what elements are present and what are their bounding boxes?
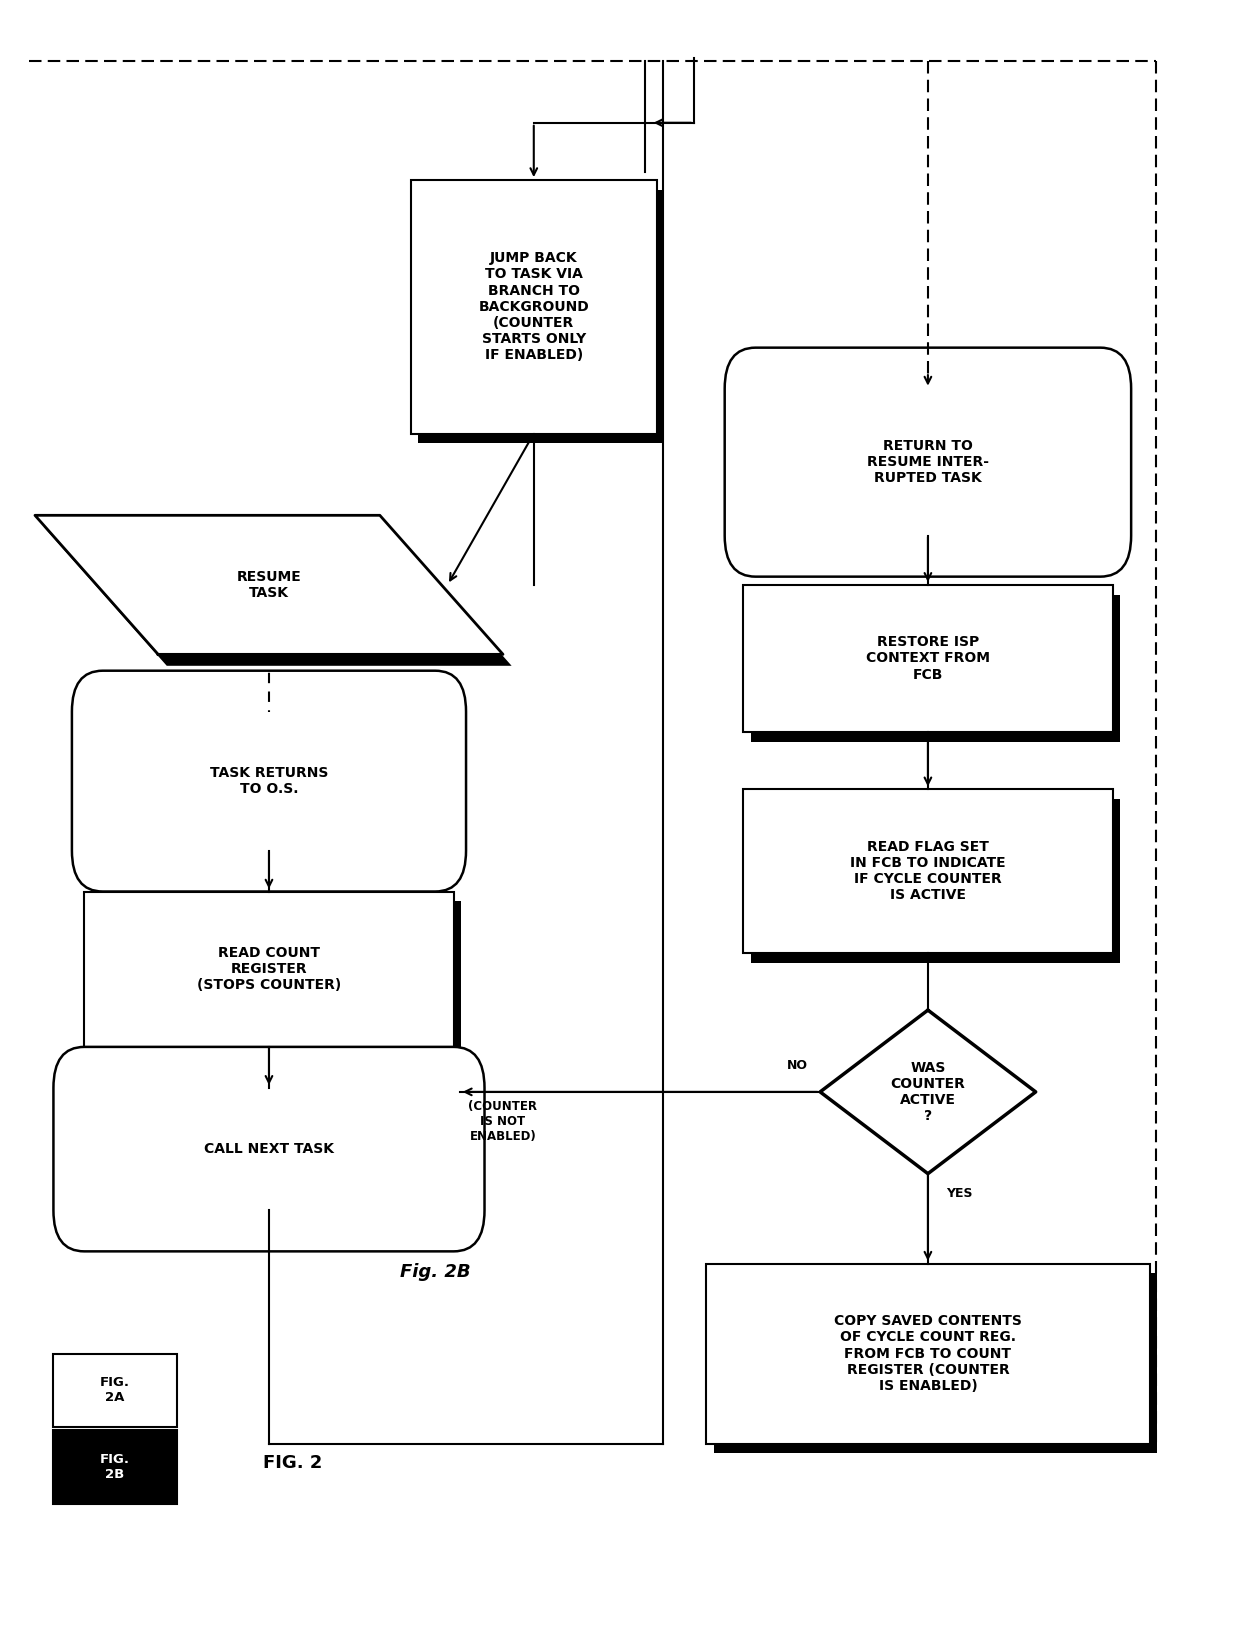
FancyBboxPatch shape [707, 1264, 1149, 1443]
Text: RESTORE ISP
CONTEXT FROM
FCB: RESTORE ISP CONTEXT FROM FCB [866, 635, 990, 682]
FancyBboxPatch shape [418, 189, 665, 444]
Text: CALL NEXT TASK: CALL NEXT TASK [203, 1143, 334, 1156]
FancyBboxPatch shape [750, 799, 1120, 963]
Text: YES: YES [946, 1187, 973, 1200]
FancyBboxPatch shape [743, 585, 1112, 732]
Text: FIG.
2A: FIG. 2A [100, 1376, 130, 1404]
Text: RESUME
TASK: RESUME TASK [237, 570, 301, 600]
FancyBboxPatch shape [92, 901, 461, 1057]
Polygon shape [820, 1009, 1035, 1174]
Polygon shape [43, 526, 512, 666]
Text: JUMP BACK
TO TASK VIA
BRANCH TO
BACKGROUND
(COUNTER
STARTS ONLY
IF ENABLED): JUMP BACK TO TASK VIA BRANCH TO BACKGROU… [479, 252, 589, 362]
Text: (COUNTER
IS NOT
ENABLED): (COUNTER IS NOT ENABLED) [469, 1100, 537, 1143]
FancyBboxPatch shape [724, 347, 1131, 577]
Text: RETURN TO
RESUME INTER-
RUPTED TASK: RETURN TO RESUME INTER- RUPTED TASK [867, 439, 990, 485]
Text: NO: NO [787, 1059, 807, 1072]
FancyBboxPatch shape [84, 891, 454, 1047]
Text: FIG. 2: FIG. 2 [263, 1455, 322, 1471]
Text: Fig. 2B: Fig. 2B [401, 1263, 470, 1281]
FancyBboxPatch shape [53, 1047, 485, 1251]
Text: COPY SAVED CONTENTS
OF CYCLE COUNT REG.
FROM FCB TO COUNT
REGISTER (COUNTER
IS E: COPY SAVED CONTENTS OF CYCLE COUNT REG. … [835, 1314, 1022, 1392]
FancyBboxPatch shape [53, 1430, 176, 1504]
FancyBboxPatch shape [743, 789, 1112, 954]
Text: WAS
COUNTER
ACTIVE
?: WAS COUNTER ACTIVE ? [890, 1060, 966, 1123]
Text: FIG.
2B: FIG. 2B [100, 1453, 130, 1481]
Polygon shape [35, 515, 503, 654]
Text: READ FLAG SET
IN FCB TO INDICATE
IF CYCLE COUNTER
IS ACTIVE: READ FLAG SET IN FCB TO INDICATE IF CYCL… [851, 840, 1006, 903]
FancyBboxPatch shape [72, 671, 466, 891]
FancyBboxPatch shape [410, 179, 657, 434]
FancyBboxPatch shape [713, 1274, 1157, 1453]
FancyBboxPatch shape [53, 1353, 176, 1427]
Text: READ COUNT
REGISTER
(STOPS COUNTER): READ COUNT REGISTER (STOPS COUNTER) [197, 945, 341, 993]
Text: TASK RETURNS
TO O.S.: TASK RETURNS TO O.S. [210, 766, 329, 796]
FancyBboxPatch shape [750, 595, 1120, 741]
